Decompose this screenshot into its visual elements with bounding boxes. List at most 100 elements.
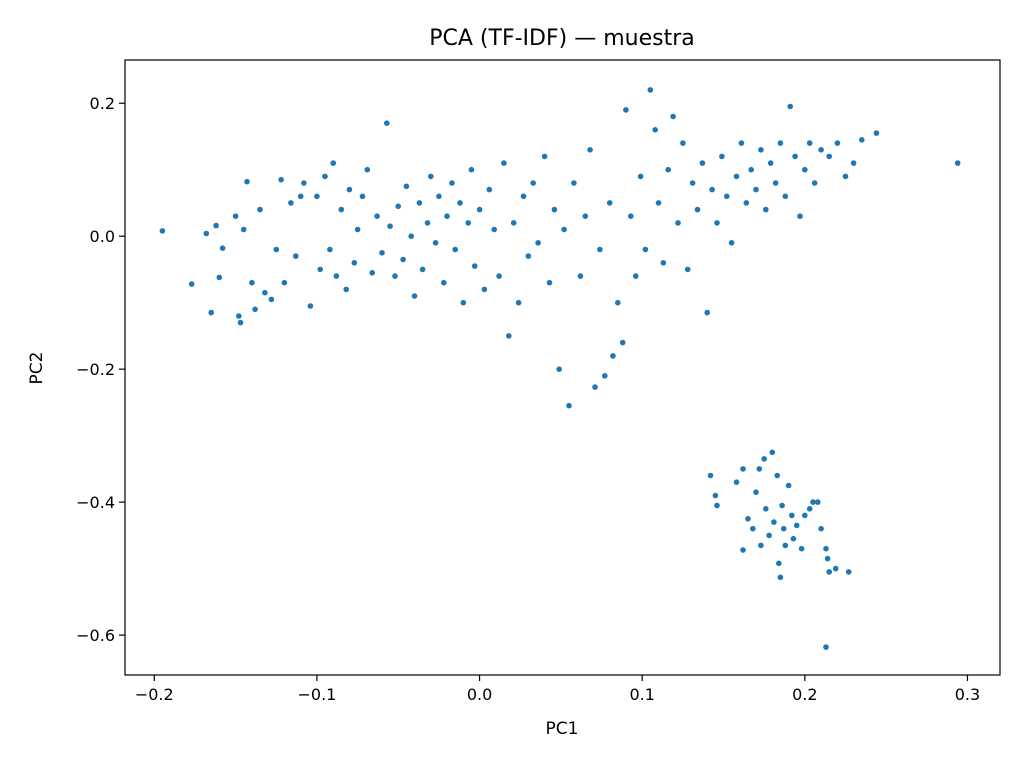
data-point — [802, 512, 808, 519]
data-point — [379, 250, 385, 256]
data-point — [782, 542, 789, 549]
data-point — [724, 193, 730, 200]
data-point — [712, 492, 719, 499]
data-point — [281, 279, 288, 286]
data-point — [465, 220, 472, 226]
data-point — [460, 299, 467, 306]
data-point — [811, 180, 818, 186]
data-point — [444, 213, 450, 219]
data-point — [818, 525, 824, 532]
data-point — [395, 203, 402, 210]
data-point — [873, 130, 880, 136]
data-point — [859, 137, 865, 143]
data-point — [694, 206, 701, 213]
data-point — [763, 506, 769, 512]
data-point — [236, 313, 242, 319]
data-point — [748, 166, 754, 173]
x-axis-ticks: −0.2 −0.1 0.0 0.1 0.2 0.3 — [135, 675, 980, 704]
data-point — [297, 193, 304, 200]
data-point — [510, 220, 517, 226]
data-point — [159, 228, 166, 234]
data-point — [771, 519, 777, 525]
data-point — [249, 279, 255, 286]
data-point — [738, 140, 745, 146]
data-point — [610, 353, 616, 359]
x-tick-label: 0.1 — [629, 685, 654, 704]
data-point — [501, 160, 507, 166]
data-point — [779, 502, 785, 509]
data-point — [597, 246, 603, 253]
data-point — [213, 222, 219, 229]
y-axis-label: PC2 — [27, 352, 47, 385]
data-point — [506, 333, 512, 339]
data-point — [582, 213, 589, 219]
data-point — [232, 213, 239, 219]
data-point — [333, 273, 340, 279]
data-point — [707, 472, 714, 479]
chart-title: PCA (TF-IDF) — muestra — [429, 26, 694, 51]
data-point — [408, 233, 415, 239]
data-point — [774, 472, 780, 479]
data-point — [216, 274, 223, 281]
data-point — [208, 309, 214, 316]
data-point — [818, 147, 824, 153]
data-point — [850, 160, 857, 166]
data-point — [606, 200, 613, 206]
x-tick-label: −0.2 — [135, 685, 174, 704]
data-point — [432, 240, 439, 246]
data-point — [826, 153, 832, 160]
data-point — [491, 226, 498, 233]
data-point — [628, 213, 634, 219]
y-tick-label: −0.2 — [76, 360, 115, 379]
data-point — [587, 147, 593, 153]
data-point — [346, 186, 353, 193]
data-point — [546, 279, 553, 286]
data-point — [780, 525, 787, 532]
data-point — [769, 449, 776, 456]
data-point — [273, 246, 280, 253]
data-point — [758, 147, 764, 153]
data-points — [159, 87, 961, 650]
data-point — [740, 547, 746, 553]
data-point — [758, 542, 764, 549]
y-axis-ticks: 0.2 0.0 −0.2 −0.4 −0.6 — [76, 94, 125, 645]
data-point — [637, 173, 644, 180]
data-point — [338, 206, 345, 213]
y-tick-label: 0.0 — [90, 227, 115, 246]
data-point — [834, 140, 841, 146]
data-point — [790, 535, 797, 542]
data-point — [449, 180, 455, 186]
data-point — [761, 456, 767, 462]
data-point — [793, 522, 800, 529]
data-point — [188, 281, 195, 287]
data-point — [763, 206, 769, 213]
x-tick-label: 0.0 — [467, 685, 492, 704]
data-point — [237, 319, 244, 326]
data-point — [471, 263, 478, 269]
data-point — [257, 206, 263, 213]
data-point — [525, 253, 532, 259]
data-point — [322, 173, 328, 180]
data-point — [623, 107, 629, 113]
data-point — [806, 140, 813, 146]
data-point — [457, 200, 463, 206]
data-point — [343, 286, 350, 293]
data-point — [714, 502, 720, 509]
data-point — [670, 113, 676, 120]
data-point — [392, 273, 398, 279]
data-point — [615, 299, 621, 306]
data-point — [293, 253, 299, 259]
data-point — [719, 153, 725, 160]
data-point — [619, 339, 626, 346]
data-point — [652, 127, 658, 133]
data-point — [777, 574, 784, 581]
x-axis-label: PC1 — [546, 719, 579, 739]
data-point — [733, 173, 740, 180]
data-point — [240, 226, 247, 233]
data-point — [351, 260, 358, 266]
data-point — [743, 200, 750, 206]
data-point — [787, 103, 793, 110]
data-point — [806, 506, 813, 512]
data-point — [278, 176, 284, 183]
data-point — [330, 160, 337, 166]
